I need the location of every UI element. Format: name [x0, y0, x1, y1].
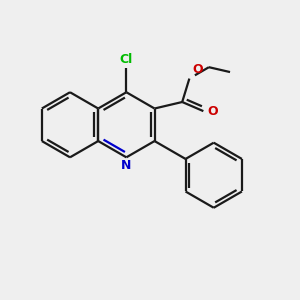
- Text: N: N: [121, 159, 132, 172]
- Text: O: O: [207, 105, 218, 118]
- Text: Cl: Cl: [120, 53, 133, 66]
- Text: O: O: [192, 63, 202, 76]
